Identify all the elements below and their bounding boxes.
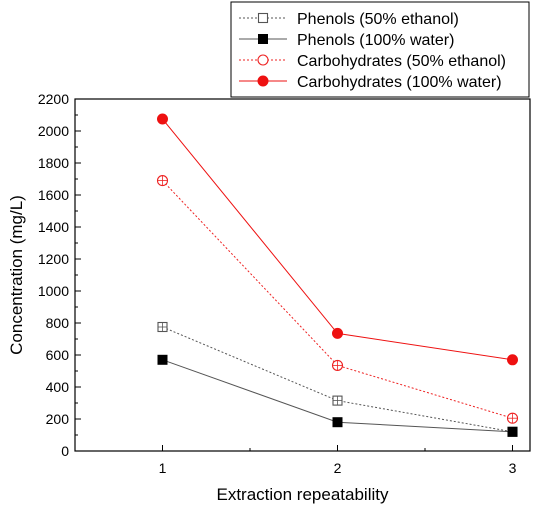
x-axis-label: Extraction repeatability — [217, 485, 389, 504]
data-point — [157, 354, 168, 365]
legend-marker — [257, 12, 269, 24]
legend-entry: Carbohydrates (50% ethanol) — [239, 53, 506, 70]
y-tick-label: 1400 — [38, 219, 69, 235]
legend-entry: Phenols (100% water) — [239, 32, 454, 49]
legend-label: Carbohydrates (50% ethanol) — [297, 53, 506, 70]
x-tick-label: 3 — [509, 460, 517, 476]
y-tick-label: 1600 — [38, 187, 69, 203]
data-point — [507, 426, 518, 437]
series-2 — [157, 354, 518, 437]
y-tick-label: 800 — [46, 315, 70, 331]
y-axis-label: Concentration (mg/L) — [7, 195, 26, 355]
x-tick-label: 2 — [334, 460, 342, 476]
legend-label: Carbohydrates (100% water) — [297, 74, 502, 91]
series-layer — [156, 113, 519, 437]
legend: Phenols (50% ethanol) Phenols (100% water… — [230, 1, 530, 98]
y-axis: 0 200 400 600 800 1000 1200 1400 1600 1800 2000 220… — [38, 91, 81, 459]
legend-entry: Carbohydrates (100% water) — [239, 74, 502, 91]
legend-label: Phenols (50% ethanol) — [297, 11, 459, 28]
legend-label: Phenols (100% water) — [297, 32, 454, 49]
legend-marker — [257, 54, 269, 66]
data-point — [331, 359, 344, 371]
y-tick-label: 0 — [61, 443, 69, 459]
plot-area — [74, 98, 531, 452]
data-point — [157, 321, 168, 333]
data-point — [507, 354, 518, 366]
legend-entry: Phenols (50% ethanol) — [239, 11, 459, 28]
data-point — [156, 175, 169, 187]
series-line — [162, 326, 513, 433]
data-point — [332, 327, 343, 339]
y-tick-label: 2000 — [38, 123, 69, 139]
series-4 — [157, 113, 518, 366]
y-tick-label: 1000 — [38, 283, 69, 299]
data-point — [157, 113, 168, 125]
legend-marker — [258, 34, 268, 44]
series-line — [162, 118, 513, 361]
data-point — [332, 395, 343, 406]
x-axis: 1 2 3 — [159, 445, 517, 476]
y-tick-label: 400 — [46, 379, 70, 395]
y-tick-label: 1800 — [38, 155, 69, 171]
series-line — [162, 180, 513, 419]
y-tick-label: 200 — [46, 411, 70, 427]
y-tick-label: 1200 — [38, 251, 69, 267]
y-tick-label: 2200 — [38, 91, 69, 107]
series-3 — [156, 175, 519, 424]
y-tick-label: 600 — [46, 347, 70, 363]
data-point — [332, 417, 343, 428]
data-point — [506, 412, 519, 424]
legend-marker — [257, 75, 269, 87]
x-tick-label: 1 — [159, 460, 167, 476]
